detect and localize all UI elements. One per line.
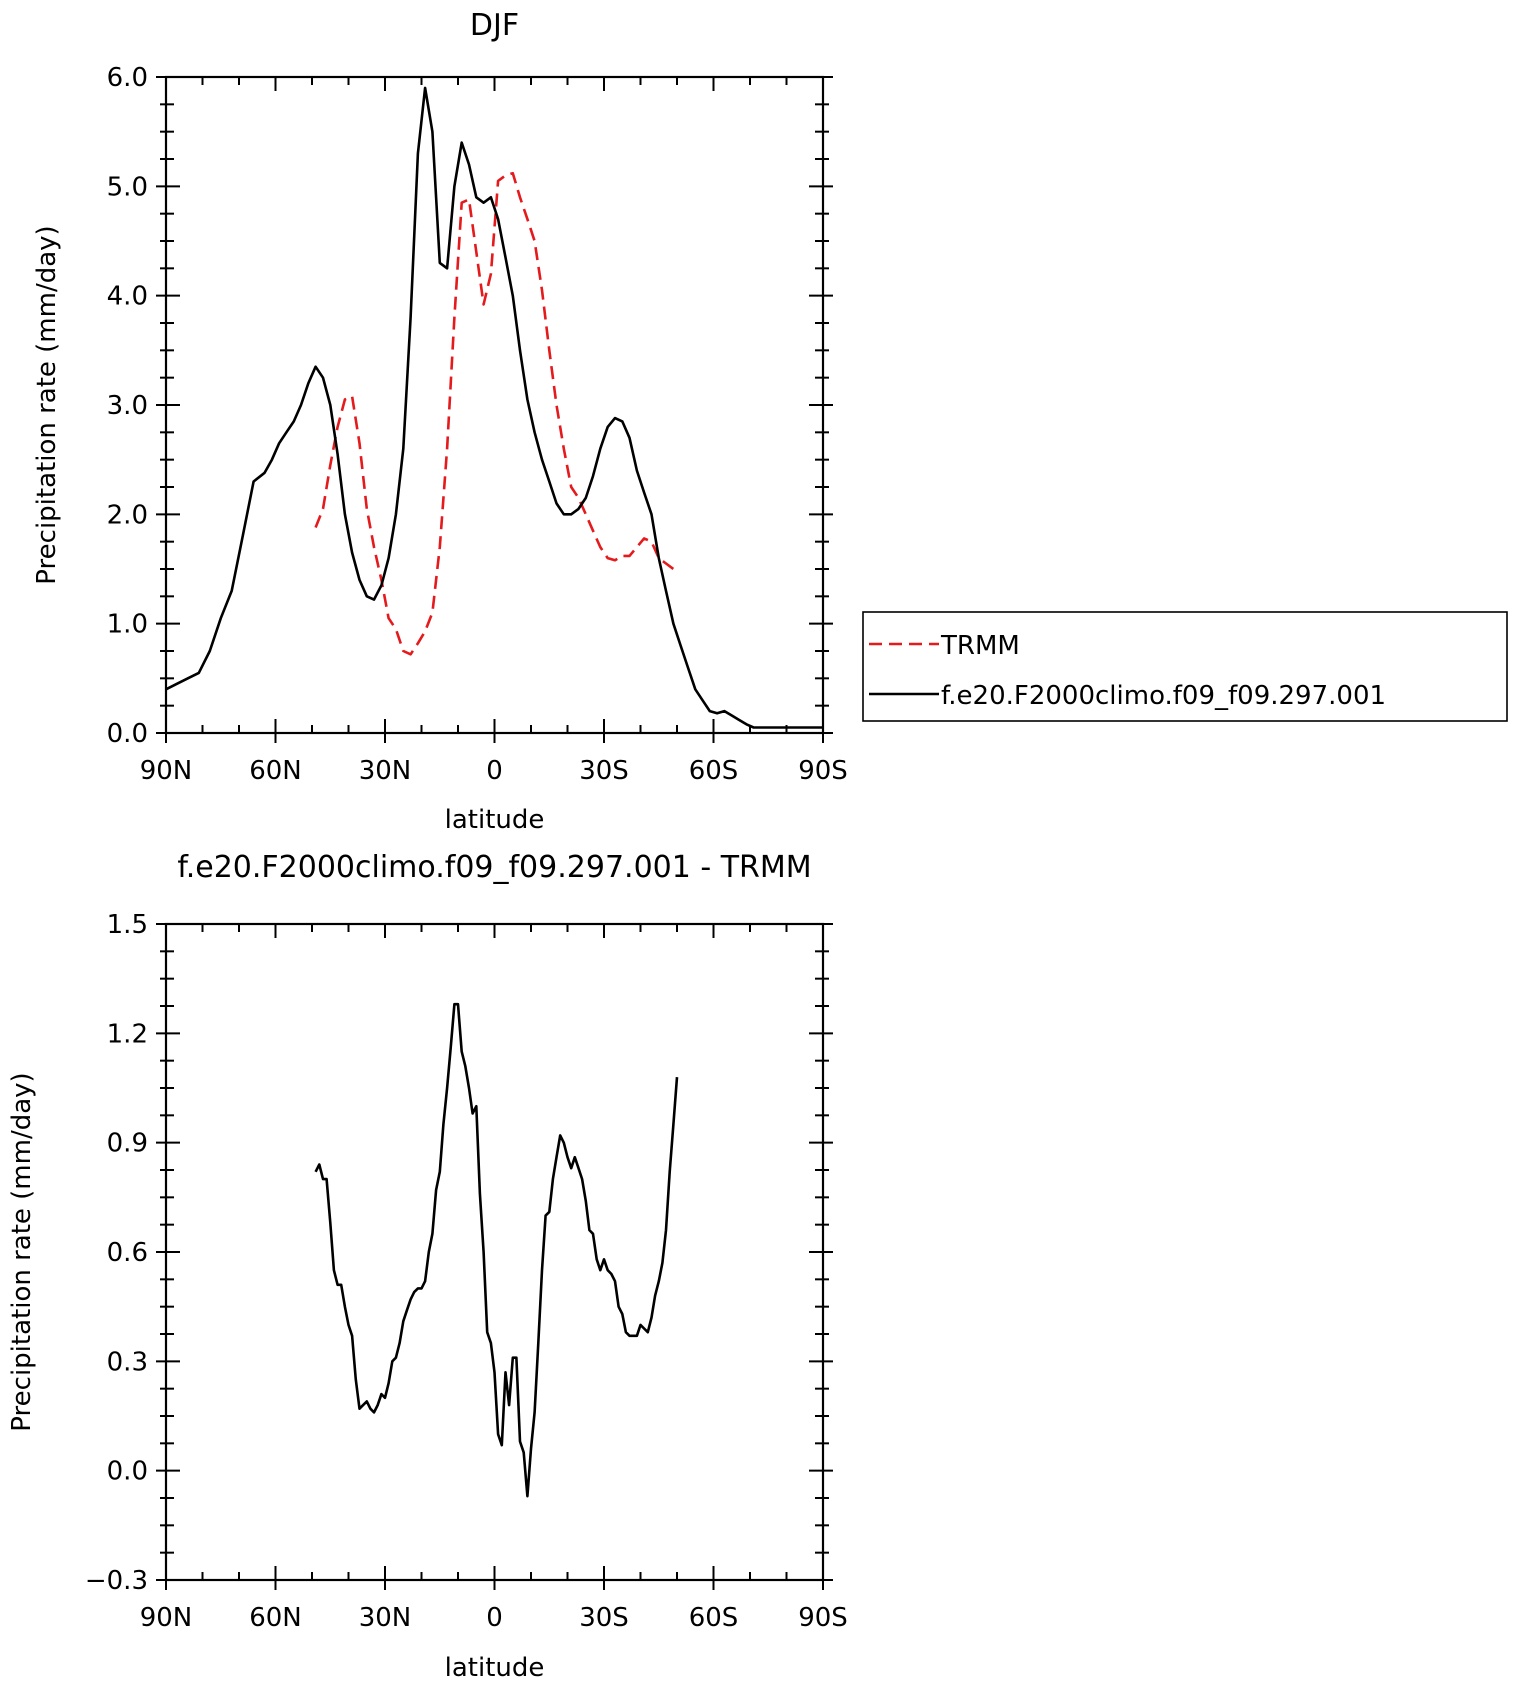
x-tick-label: 60S [689,1603,739,1633]
x-tick-label: 30N [359,756,412,786]
plot-title: f.e20.F2000climo.f09_f09.297.001 - TRMM [177,850,811,885]
x-tick-label: 90N [140,756,193,786]
series-line-0 [314,1002,679,1498]
x-tick-label: 30N [359,1603,412,1633]
series-line-0 [314,171,675,656]
y-tick-label: 0.0 [107,1457,148,1487]
legend-label-0: TRMM [940,631,1020,661]
legend: TRMM f.e20.F2000climo.f09_f09.297.001 [862,611,1508,722]
y-tick-label: 5.0 [107,172,148,202]
legend-box [862,611,1508,722]
x-tick-label: 30S [579,756,629,786]
plot-title: DJF [470,8,519,43]
y-tick-label: 1.0 [107,610,148,640]
x-tick-label: 60N [249,1603,302,1633]
legend-label-1: f.e20.F2000climo.f09_f09.297.001 [941,681,1386,711]
plot-frame [164,75,825,735]
x-tick-label: 0 [486,1603,503,1633]
x-axis-title: latitude [445,1653,545,1683]
y-tick-label: 1.2 [107,1019,148,1049]
x-tick-label: 0 [486,756,503,786]
x-tick-label: 60S [689,756,739,786]
series-line-1 [165,86,823,729]
y-tick-label: 0.9 [107,1129,148,1159]
x-tick-label: 90S [798,756,848,786]
x-tick-label: 30S [579,1603,629,1633]
top-panel: DJF 90N 60N 30N 0 30S 60S 90S 0.0 1.0 2.0 3.0 4.0 5.0… [32,8,1508,835]
y-tick-label: 1.5 [107,910,148,940]
y-tick-label: 0.0 [107,719,148,749]
y-axis-title: Precipitation rate (mm/day) [32,225,62,584]
y-tick-label: 3.0 [107,391,148,421]
x-tick-label: 60N [249,756,302,786]
x-axis-title: latitude [445,805,545,835]
y-axis-title: Precipitation rate (mm/day) [7,1072,37,1431]
y-tick-label: 6.0 [107,63,148,93]
y-tick-label: −0.3 [85,1566,148,1596]
x-tick-label: 90N [140,1603,193,1633]
x-tick-label: 90S [798,1603,848,1633]
bottom-panel: f.e20.F2000climo.f09_f09.297.001 - TRMM 9… [7,850,848,1683]
y-tick-label: 0.6 [107,1238,148,1268]
y-tick-label: 2.0 [107,500,148,530]
y-tick-label: 4.0 [107,282,148,312]
plot-frame [164,922,825,1582]
y-tick-label: 0.3 [107,1347,148,1377]
